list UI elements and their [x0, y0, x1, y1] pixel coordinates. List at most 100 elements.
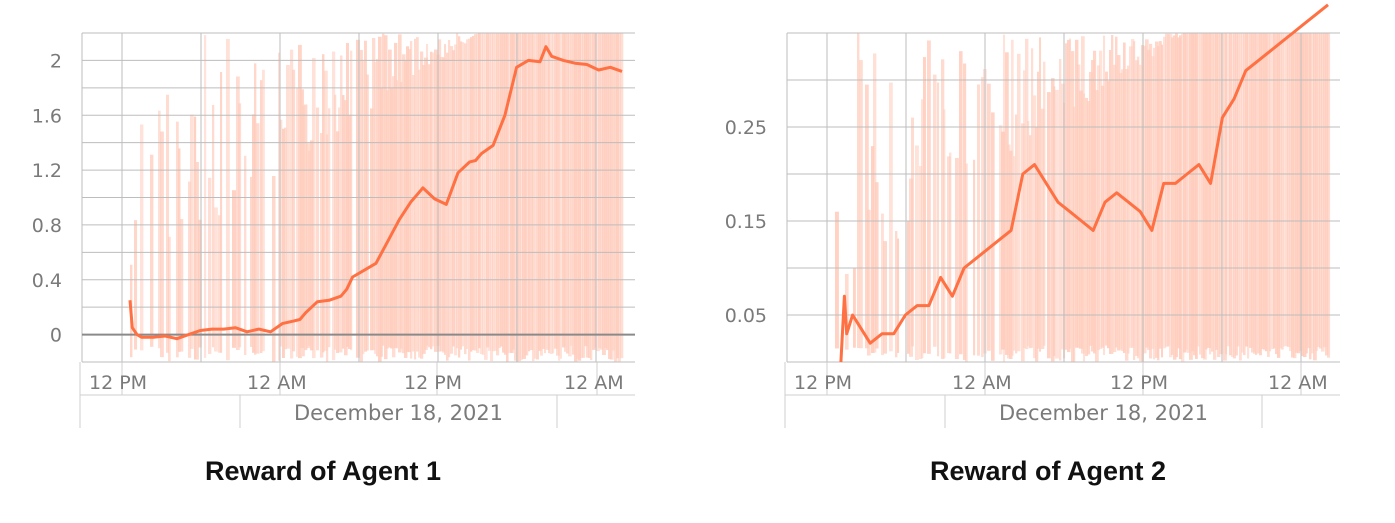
band-bar	[947, 156, 951, 354]
band-bar	[959, 51, 963, 355]
band-bar	[296, 87, 299, 357]
band-bar	[588, 33, 591, 359]
band-bar	[220, 72, 223, 353]
band-bar	[1091, 60, 1095, 352]
band-bar	[346, 43, 350, 347]
band-bar	[522, 33, 526, 359]
band-bar	[282, 128, 285, 358]
band-bar	[344, 100, 348, 356]
band-bar	[1319, 33, 1323, 349]
band-bar	[867, 209, 871, 356]
x-tick-label: 12 AM	[247, 372, 307, 394]
band-bar	[180, 219, 184, 352]
band-bar	[476, 33, 480, 353]
x-tick-label: 12 PM	[1110, 372, 1168, 394]
band-bar	[1223, 33, 1227, 361]
band-bar	[895, 231, 898, 358]
band-bar	[544, 33, 547, 354]
band-bar	[554, 33, 558, 349]
band-bar	[1197, 33, 1200, 347]
band-bar	[598, 33, 602, 349]
band-bar	[1173, 35, 1177, 360]
band-bar	[987, 83, 991, 351]
band-bar	[584, 33, 588, 347]
band-bar	[1009, 150, 1013, 359]
band-bar	[478, 33, 481, 349]
band-bar	[456, 33, 459, 349]
band-bar	[196, 162, 199, 360]
band-bar	[176, 121, 179, 358]
band-bar	[1189, 33, 1193, 360]
band-bar	[302, 105, 305, 357]
band-bar	[360, 49, 363, 362]
band-bar	[859, 60, 863, 349]
band-bar	[556, 33, 560, 356]
band-bar	[376, 59, 379, 357]
band-bar	[326, 134, 329, 362]
band-bar	[594, 33, 597, 348]
band-bar	[542, 33, 546, 349]
band-bar	[977, 84, 980, 356]
band-bar	[602, 33, 606, 355]
band-bar	[1287, 33, 1291, 347]
band-bar	[606, 33, 610, 351]
band-bar	[160, 131, 164, 358]
band-bar	[396, 80, 399, 349]
band-bar	[1303, 33, 1307, 358]
band-bar	[1297, 33, 1301, 354]
band-bar	[1161, 44, 1164, 358]
chart-agent-1-title: Reward of Agent 1	[205, 456, 442, 486]
y-tick-label: 0.25	[725, 117, 767, 139]
band-bar	[458, 36, 461, 358]
band-bar	[194, 116, 197, 360]
band-bar	[915, 145, 919, 360]
band-bar	[372, 38, 376, 351]
band-bar	[1067, 39, 1071, 353]
band-bar	[1243, 33, 1246, 356]
band-bar	[1237, 33, 1240, 347]
band-bar	[875, 182, 879, 349]
band-bar	[504, 33, 508, 355]
band-bar	[616, 33, 619, 359]
band-bar	[208, 177, 212, 354]
band-bar	[1259, 33, 1262, 356]
band-bar	[1023, 70, 1026, 348]
band-bar	[494, 33, 498, 351]
band-bar	[1111, 35, 1114, 354]
band-bar	[168, 236, 171, 362]
band-bar	[1155, 41, 1159, 358]
band-bar	[520, 33, 523, 361]
band-bar	[1249, 33, 1253, 348]
band-bar	[374, 62, 377, 354]
band-bar	[226, 38, 230, 361]
band-bar	[466, 39, 469, 349]
band-bar	[1127, 65, 1130, 354]
band-bar	[468, 38, 471, 361]
band-bar	[1027, 121, 1030, 347]
band-bar	[1119, 72, 1123, 350]
band-bar	[981, 77, 984, 358]
band-bar	[534, 33, 537, 359]
band-bar	[260, 80, 263, 354]
band-bar	[1167, 34, 1171, 346]
band-bar	[1307, 33, 1311, 349]
x-tick-label: 12 AM	[564, 372, 624, 394]
band-bar	[873, 53, 877, 353]
band-bar	[857, 33, 860, 349]
band-bar	[198, 219, 202, 348]
band-bar	[1043, 61, 1046, 346]
band-bar	[1211, 33, 1214, 352]
band-bar	[1149, 43, 1153, 359]
band-bar	[430, 51, 433, 350]
band-bar	[378, 36, 382, 362]
band-bar	[1169, 33, 1173, 358]
band-bar	[440, 56, 444, 352]
band-bar	[1289, 33, 1293, 352]
band-bar	[308, 150, 311, 346]
band-bar	[582, 33, 586, 358]
y-tick-label: 0.05	[725, 305, 767, 327]
band-bar	[853, 267, 856, 348]
band-bar	[364, 40, 367, 352]
chart-agent-2-plot: 0.05 0.15 0.25 12 PM 12 AM 12 PM 12 AM December…	[725, 3, 1340, 428]
band-bar	[382, 33, 385, 346]
